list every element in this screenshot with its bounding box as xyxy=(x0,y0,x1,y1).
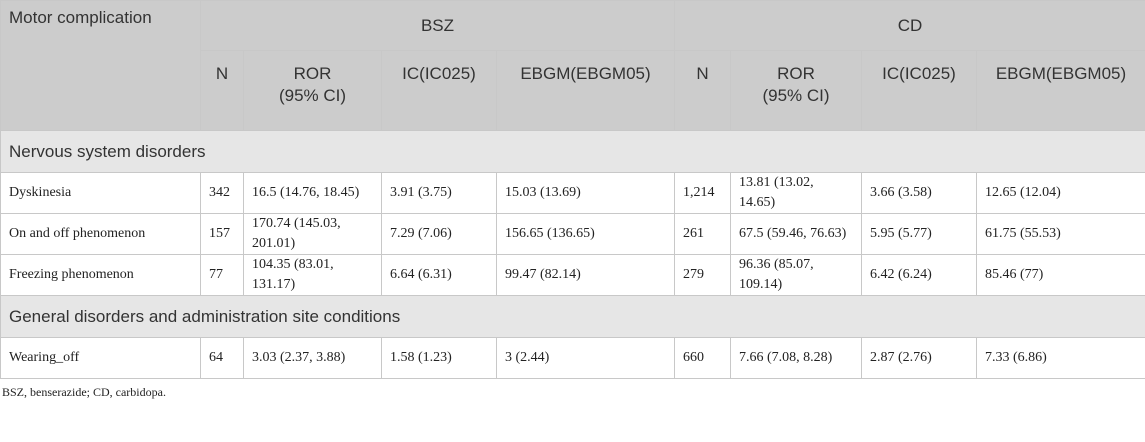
cell: 3.66 (3.58) xyxy=(861,172,977,214)
cell: 77 xyxy=(200,254,244,296)
cell: 85.46 (77) xyxy=(976,254,1145,296)
cell: 170.74 (145.03, 201.01) xyxy=(243,213,382,255)
cell: 7.66 (7.08, 8.28) xyxy=(730,337,862,379)
cell: 1,214 xyxy=(674,172,731,214)
cell: 7.33 (6.86) xyxy=(976,337,1145,379)
cell: 96.36 (85.07, 109.14) xyxy=(730,254,862,296)
cell: 104.35 (83.01, 131.17) xyxy=(243,254,382,296)
group-header: CD xyxy=(674,0,1145,51)
cell: 6.64 (6.31) xyxy=(381,254,497,296)
column-header: N xyxy=(674,50,731,131)
group-header: BSZ xyxy=(200,0,675,51)
cell: 261 xyxy=(674,213,731,255)
column-header: EBGM(EBGM05) xyxy=(976,50,1145,131)
cell: 2.87 (2.76) xyxy=(861,337,977,379)
column-header: IC(IC025) xyxy=(381,50,497,131)
column-header: IC(IC025) xyxy=(861,50,977,131)
cell: 279 xyxy=(674,254,731,296)
cell: 13.81 (13.02, 14.65) xyxy=(730,172,862,214)
section-row: Nervous system disorders xyxy=(0,130,1145,173)
column-header: ROR (95% CI) xyxy=(730,50,862,131)
data-row: Wearing_off 64 3.03 (2.37, 3.88) 1.58 (1.23… xyxy=(0,337,1145,379)
column-header: EBGM(EBGM05) xyxy=(496,50,675,131)
cell: 342 xyxy=(200,172,244,214)
cell: 99.47 (82.14) xyxy=(496,254,675,296)
cell: 3 (2.44) xyxy=(496,337,675,379)
cell: 156.65 (136.65) xyxy=(496,213,675,255)
cell: 1.58 (1.23) xyxy=(381,337,497,379)
data-row: Dyskinesia 342 16.5 (14.76, 18.45) 3.91 (3.… xyxy=(0,172,1145,214)
row-label-header: Motor complication xyxy=(0,0,201,131)
table-body: Nervous system disorders Dyskinesia 342 16.… xyxy=(0,130,1145,379)
row-label: Freezing phenomenon xyxy=(0,254,201,296)
table-header: Motor complication BSZ CD N ROR (95% CI) I… xyxy=(0,0,1145,131)
column-header: N xyxy=(200,50,244,131)
cell: 61.75 (55.53) xyxy=(976,213,1145,255)
cell: 67.5 (59.46, 76.63) xyxy=(730,213,862,255)
row-label: Wearing_off xyxy=(0,337,201,379)
cell: 5.95 (5.77) xyxy=(861,213,977,255)
cell: 12.65 (12.04) xyxy=(976,172,1145,214)
cell: 64 xyxy=(200,337,244,379)
section-title: Nervous system disorders xyxy=(0,130,1145,173)
section-title: General disorders and administration sit… xyxy=(0,295,1145,338)
section-row: General disorders and administration sit… xyxy=(0,295,1145,338)
data-row: On and off phenomenon 157 170.74 (145.03, … xyxy=(0,213,1145,255)
cell: 6.42 (6.24) xyxy=(861,254,977,296)
cell: 16.5 (14.76, 18.45) xyxy=(243,172,382,214)
cell: 157 xyxy=(200,213,244,255)
cell: 660 xyxy=(674,337,731,379)
column-header-row: N ROR (95% CI) IC(IC025) EBGM(EBGM05) N ROR (… xyxy=(1,50,1145,131)
cell: 15.03 (13.69) xyxy=(496,172,675,214)
cell: 3.03 (2.37, 3.88) xyxy=(243,337,382,379)
data-row: Freezing phenomenon 77 104.35 (83.01, 131.… xyxy=(0,254,1145,296)
footnote: BSZ, benserazide; CD, carbidopa. xyxy=(2,385,166,399)
cell: 7.29 (7.06) xyxy=(381,213,497,255)
row-label: Dyskinesia xyxy=(0,172,201,214)
cell: 3.91 (3.75) xyxy=(381,172,497,214)
row-label: On and off phenomenon xyxy=(0,213,201,255)
results-table: Motor complication BSZ CD N ROR (95% CI) I… xyxy=(0,0,1145,379)
column-header: ROR (95% CI) xyxy=(243,50,382,131)
